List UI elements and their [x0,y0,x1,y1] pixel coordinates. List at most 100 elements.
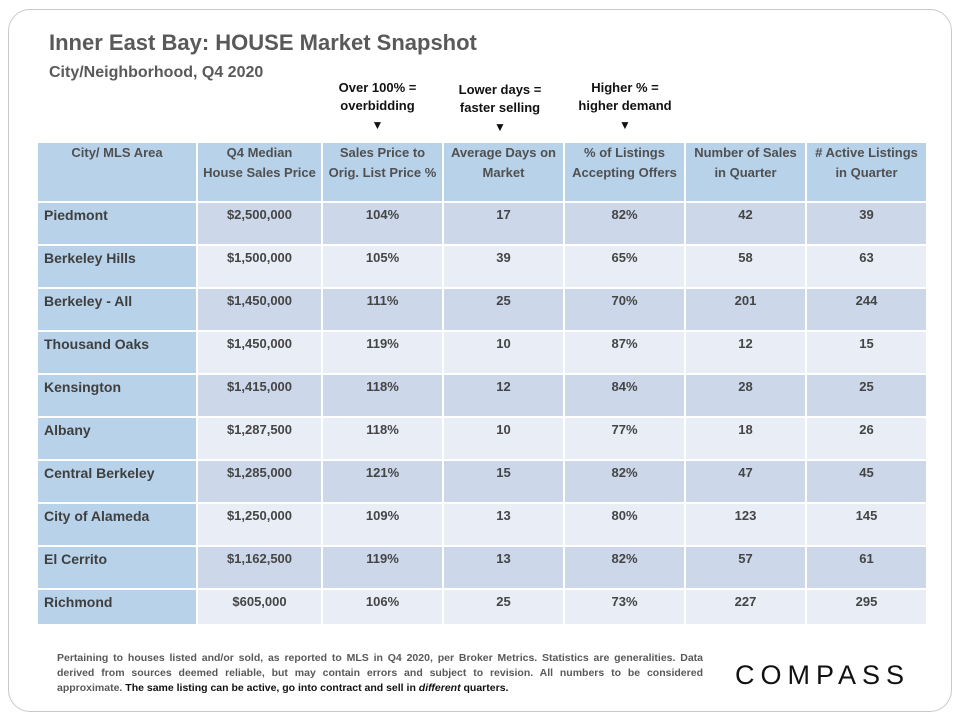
annotation-higher-demand: Higher % = higher demand ▼ [570,79,680,135]
cell-number-of-sales: 201 [684,287,807,332]
annotation-line: Over 100% = [338,80,417,95]
cell-median-price: $605,000 [196,588,323,626]
cell-active-listings: 39 [805,201,928,246]
cell-city: Berkeley Hills [36,244,198,289]
cell-median-price: $1,162,500 [196,545,323,590]
cell-sale-to-list: 109% [321,502,444,547]
cell-days-on-market: 13 [442,502,565,547]
cell-sale-to-list: 118% [321,416,444,461]
annotation-line: higher demand [578,98,672,113]
annotation-faster-selling: Lower days = faster selling ▼ [450,81,550,137]
cell-accepting-offers: 82% [563,201,686,246]
cell-sale-to-list: 106% [321,588,444,626]
table-row: Richmond $605,000 106% 25 73% 227 295 [36,588,928,626]
cell-city: Albany [36,416,198,461]
column-header-number-of-sales: Number of Sales in Quarter [684,141,807,203]
cell-sale-to-list: 111% [321,287,444,332]
column-header-sale-to-list: Sales Price to Orig. List Price % [321,141,444,203]
column-header-city: City/ MLS Area [36,141,198,203]
cell-sale-to-list: 119% [321,545,444,590]
column-header-accepting-offers: % of Listings Accepting Offers [563,141,686,203]
cell-accepting-offers: 65% [563,244,686,289]
cell-days-on-market: 25 [442,588,565,626]
cell-days-on-market: 39 [442,244,565,289]
column-header-median-price: Q4 Median House Sales Price [196,141,323,203]
cell-active-listings: 15 [805,330,928,375]
cell-median-price: $1,415,000 [196,373,323,418]
annotation-line: overbidding [340,98,415,113]
cell-active-listings: 25 [805,373,928,418]
cell-days-on-market: 10 [442,330,565,375]
annotation-line: Lower days = [458,82,542,97]
cell-median-price: $1,450,000 [196,287,323,332]
table-row: Berkeley Hills $1,500,000 105% 39 65% 58 63 [36,244,928,289]
cell-median-price: $1,287,500 [196,416,323,461]
column-header-active-listings: # Active Listings in Quarter [805,141,928,203]
cell-active-listings: 295 [805,588,928,626]
down-arrow-icon: ▼ [619,118,631,132]
cell-number-of-sales: 42 [684,201,807,246]
cell-number-of-sales: 227 [684,588,807,626]
cell-city: Berkeley - All [36,287,198,332]
annotation-line: faster selling [459,100,541,115]
cell-days-on-market: 25 [442,287,565,332]
cell-days-on-market: 17 [442,201,565,246]
cell-median-price: $1,450,000 [196,330,323,375]
market-table: City/ MLS Area Q4 Median House Sales Pric… [36,141,928,626]
cell-city: Richmond [36,588,198,626]
cell-accepting-offers: 87% [563,330,686,375]
table-row: El Cerrito $1,162,500 119% 13 82% 57 61 [36,545,928,590]
cell-accepting-offers: 82% [563,459,686,504]
cell-number-of-sales: 58 [684,244,807,289]
disclaimer-footer: Pertaining to houses listed and/or sold,… [57,651,703,696]
cell-city: Central Berkeley [36,459,198,504]
column-header-days-on-market: Average Days on Market [442,141,565,203]
annotation-line: Higher % = [591,80,659,95]
cell-accepting-offers: 73% [563,588,686,626]
cell-median-price: $1,500,000 [196,244,323,289]
cell-number-of-sales: 57 [684,545,807,590]
cell-sale-to-list: 121% [321,459,444,504]
table-row: Central Berkeley $1,285,000 121% 15 82% 47 45 [36,459,928,504]
cell-sale-to-list: 105% [321,244,444,289]
page-subtitle: City/Neighborhood, Q4 2020 [49,64,264,81]
table-row: Thousand Oaks $1,450,000 119% 10 87% 12 15 [36,330,928,375]
table-row: Berkeley - All $1,450,000 111% 25 70% 201 244 [36,287,928,332]
cell-active-listings: 61 [805,545,928,590]
cell-city: Piedmont [36,201,198,246]
cell-number-of-sales: 28 [684,373,807,418]
cell-median-price: $2,500,000 [196,201,323,246]
cell-number-of-sales: 18 [684,416,807,461]
cell-active-listings: 26 [805,416,928,461]
annotation-overbidding: Over 100% = overbidding ▼ [330,79,425,135]
cell-days-on-market: 15 [442,459,565,504]
table-row: City of Alameda $1,250,000 109% 13 80% 123 145 [36,502,928,547]
cell-number-of-sales: 123 [684,502,807,547]
table-row: Albany $1,287,500 118% 10 77% 18 26 [36,416,928,461]
cell-active-listings: 63 [805,244,928,289]
cell-days-on-market: 12 [442,373,565,418]
cell-city: Thousand Oaks [36,330,198,375]
compass-logo: COMPASS [735,660,911,690]
cell-city: City of Alameda [36,502,198,547]
cell-number-of-sales: 47 [684,459,807,504]
disclaimer-emphasis: The same listing can be active, go into … [125,682,509,694]
table-header-row: City/ MLS Area Q4 Median House Sales Pric… [36,141,928,203]
disclaimer-text: Pertaining to houses listed and/or sold,… [57,652,703,694]
cell-city: El Cerrito [36,545,198,590]
cell-accepting-offers: 70% [563,287,686,332]
cell-days-on-market: 13 [442,545,565,590]
cell-median-price: $1,285,000 [196,459,323,504]
cell-active-listings: 244 [805,287,928,332]
cell-sale-to-list: 104% [321,201,444,246]
down-arrow-icon: ▼ [371,118,384,132]
cell-sale-to-list: 119% [321,330,444,375]
cell-days-on-market: 10 [442,416,565,461]
table-row: Piedmont $2,500,000 104% 17 82% 42 39 [36,201,928,246]
down-arrow-icon: ▼ [494,120,506,134]
cell-active-listings: 145 [805,502,928,547]
cell-accepting-offers: 80% [563,502,686,547]
cell-active-listings: 45 [805,459,928,504]
table-row: Kensington $1,415,000 118% 12 84% 28 25 [36,373,928,418]
cell-accepting-offers: 84% [563,373,686,418]
